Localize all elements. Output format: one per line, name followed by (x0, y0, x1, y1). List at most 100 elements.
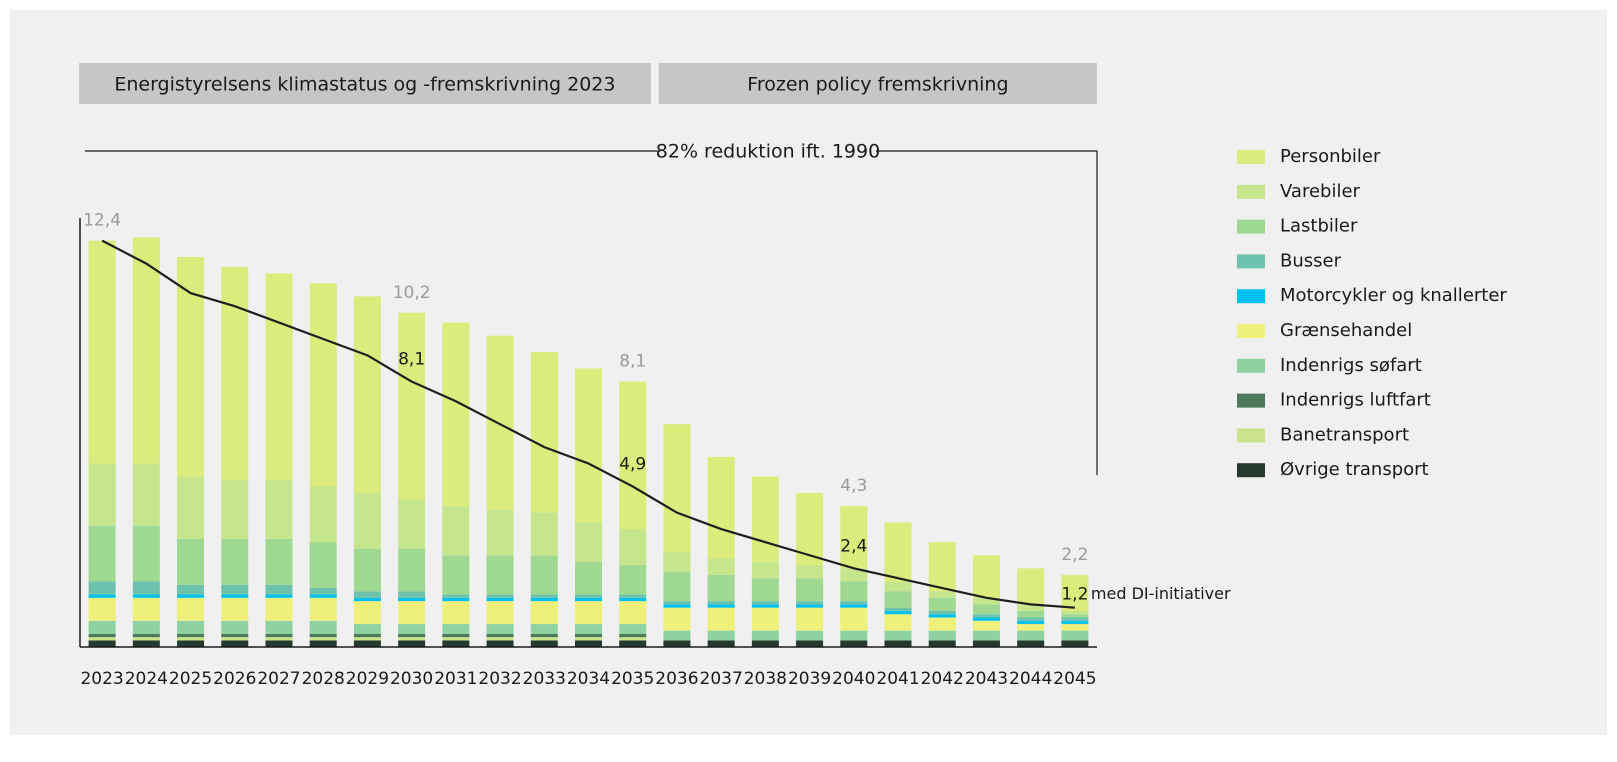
bar-segment (530, 555, 558, 595)
bar-segment (309, 594, 337, 598)
x-tick-label: 2044 (1009, 669, 1052, 689)
total-label: 4,3 (840, 476, 867, 496)
bar-segment (884, 581, 912, 592)
period-header (79, 63, 651, 104)
bar-segment (398, 624, 426, 634)
bar-segment (88, 597, 116, 621)
bar-segment (1017, 620, 1045, 625)
bar-segment (442, 594, 470, 598)
x-tick-label: 2042 (921, 669, 964, 689)
line-label: 1,2 (1061, 585, 1088, 605)
bar-segment (928, 630, 956, 641)
bar-segment (221, 620, 249, 634)
bar-segment (575, 522, 602, 562)
total-label: 2,2 (1061, 545, 1088, 565)
bar-segment (132, 594, 160, 598)
bar-segment (884, 640, 912, 647)
legend-label: Indenrigs søfart (1280, 355, 1422, 376)
bar-segment (177, 597, 205, 621)
bar-segment (265, 273, 293, 480)
bar-segment (884, 630, 912, 641)
bar-segment (353, 597, 381, 602)
total-label: 12,4 (83, 211, 121, 231)
bar-segment (177, 637, 205, 641)
bar-segment (398, 548, 426, 592)
bar-segment (1017, 640, 1045, 647)
legend-label: Motorcykler og knallerter (1280, 285, 1507, 306)
bar-segment (309, 486, 337, 543)
legend-swatch (1237, 428, 1265, 443)
bar-segment (88, 463, 116, 526)
bar-segment (398, 633, 426, 638)
bar-segment (132, 640, 160, 647)
legend-label: Indenrigs luftfart (1280, 390, 1431, 411)
bar-segment (353, 624, 381, 634)
bracket-label: 82% reduktion ift. 1990 (656, 141, 880, 163)
legend-swatch (1237, 150, 1265, 164)
legend-label: Øvrige transport (1280, 459, 1429, 480)
bar-segment (353, 492, 381, 549)
bar-segment (442, 633, 470, 638)
bar-segment (221, 266, 249, 480)
bar-segment (398, 597, 426, 602)
bar-segment (619, 624, 647, 634)
bar-segment (309, 633, 337, 638)
bar-segment (486, 640, 514, 647)
bar-segment (486, 335, 514, 510)
bar-segment (1061, 620, 1089, 625)
bar-segment (353, 591, 381, 598)
total-label: 8,1 (619, 352, 646, 372)
legend-label: Grænsehandel (1280, 320, 1412, 341)
bar-segment (751, 561, 779, 579)
x-tick-label: 2040 (832, 669, 875, 689)
period-label: Energistyrelsens klimastatus og -fremskr… (114, 74, 615, 96)
period-label: Frozen policy fremskrivning (747, 74, 1008, 96)
x-tick-label: 2039 (788, 669, 831, 689)
bar-segment (619, 640, 647, 647)
bar-segment (619, 597, 647, 602)
legend-swatch (1237, 393, 1265, 408)
bar-segment (132, 463, 160, 526)
bar-segment (221, 633, 249, 638)
bar-segment (928, 617, 956, 631)
bracket (876, 150, 1098, 475)
bar-segment (530, 601, 558, 625)
bar-segment (486, 597, 514, 602)
x-tick-label: 2035 (611, 669, 654, 689)
bar-segment (265, 538, 293, 585)
bar-segment (751, 476, 779, 562)
bar-segment (442, 555, 470, 595)
bar-segment (88, 633, 116, 638)
bar-segment (221, 594, 249, 598)
bar-segment (840, 581, 868, 602)
bar-segment (796, 578, 824, 602)
bar-segment (972, 604, 1000, 615)
bar-segment (442, 640, 470, 647)
bar-segment (398, 601, 426, 625)
bar-segment (442, 597, 470, 602)
period-header (658, 63, 1097, 104)
legend-label: Banetransport (1280, 424, 1409, 445)
bar-segment (221, 597, 249, 621)
legend-swatch (1237, 463, 1265, 478)
x-tick-label: 2025 (169, 669, 212, 689)
bar-segment (221, 584, 249, 595)
bar-segment (265, 637, 293, 641)
bar-segment (530, 633, 558, 638)
bar-segment (132, 581, 160, 595)
legend-swatch (1237, 289, 1265, 304)
bar-segment (707, 456, 735, 559)
bar-segment (619, 565, 647, 595)
bar-segment (353, 296, 381, 493)
bar-segment (221, 637, 249, 641)
bar-segment (486, 633, 514, 638)
bar-segment (177, 257, 205, 477)
bar-segment (840, 640, 868, 647)
bar-segment (442, 601, 470, 625)
bar-segment (663, 571, 691, 602)
bar-segment (663, 630, 691, 641)
bar-segment (796, 601, 824, 605)
bar-segment (751, 604, 779, 608)
legend-label: Personbiler (1280, 146, 1381, 167)
bar-segment (928, 640, 956, 647)
